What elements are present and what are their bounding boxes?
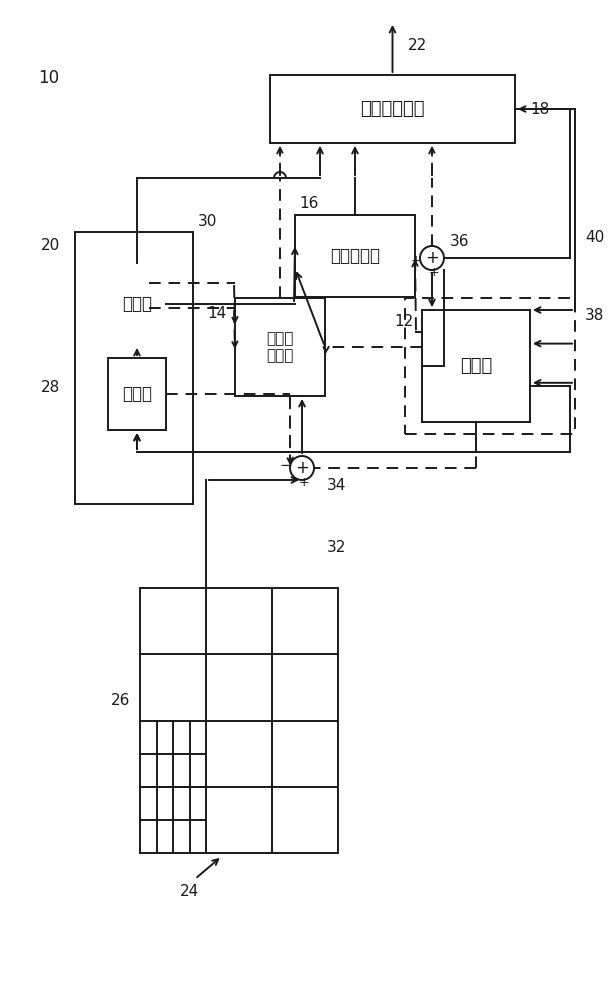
Bar xyxy=(75,232,193,504)
Bar xyxy=(405,298,575,434)
Bar xyxy=(422,310,530,422)
Text: 18: 18 xyxy=(530,102,549,116)
Circle shape xyxy=(420,246,444,270)
Text: 38: 38 xyxy=(585,308,604,324)
Text: +: + xyxy=(298,477,309,489)
Text: 24: 24 xyxy=(180,884,199,898)
Text: 16: 16 xyxy=(299,196,319,211)
Bar xyxy=(140,588,338,853)
Bar xyxy=(270,75,515,143)
Text: 残差重建器: 残差重建器 xyxy=(330,247,380,265)
Circle shape xyxy=(290,456,314,480)
Text: −: − xyxy=(280,458,292,474)
Text: 12: 12 xyxy=(395,314,414,330)
Text: 合并器: 合并器 xyxy=(122,295,152,313)
Bar xyxy=(108,358,166,430)
Text: 36: 36 xyxy=(450,234,470,249)
Text: 14: 14 xyxy=(208,306,227,320)
Text: 40: 40 xyxy=(585,231,604,245)
Text: 22: 22 xyxy=(407,37,427,52)
Text: 34: 34 xyxy=(327,479,347,493)
Text: 10: 10 xyxy=(38,69,59,87)
Text: 26: 26 xyxy=(111,693,130,708)
Text: 20: 20 xyxy=(41,238,60,253)
Bar xyxy=(108,263,166,345)
Text: 残差预
编码器: 残差预 编码器 xyxy=(266,331,294,363)
Text: 预测器: 预测器 xyxy=(460,357,492,375)
Text: 细分器: 细分器 xyxy=(122,385,152,403)
Text: +: + xyxy=(425,249,439,267)
Text: +: + xyxy=(295,459,309,477)
Text: 32: 32 xyxy=(327,540,347,556)
Text: 30: 30 xyxy=(198,215,217,230)
Text: 数据流插入器: 数据流插入器 xyxy=(361,100,424,118)
Text: +: + xyxy=(410,253,421,266)
Bar xyxy=(295,215,415,297)
Text: +: + xyxy=(429,266,439,279)
Text: 28: 28 xyxy=(41,380,60,395)
Bar xyxy=(235,298,325,396)
